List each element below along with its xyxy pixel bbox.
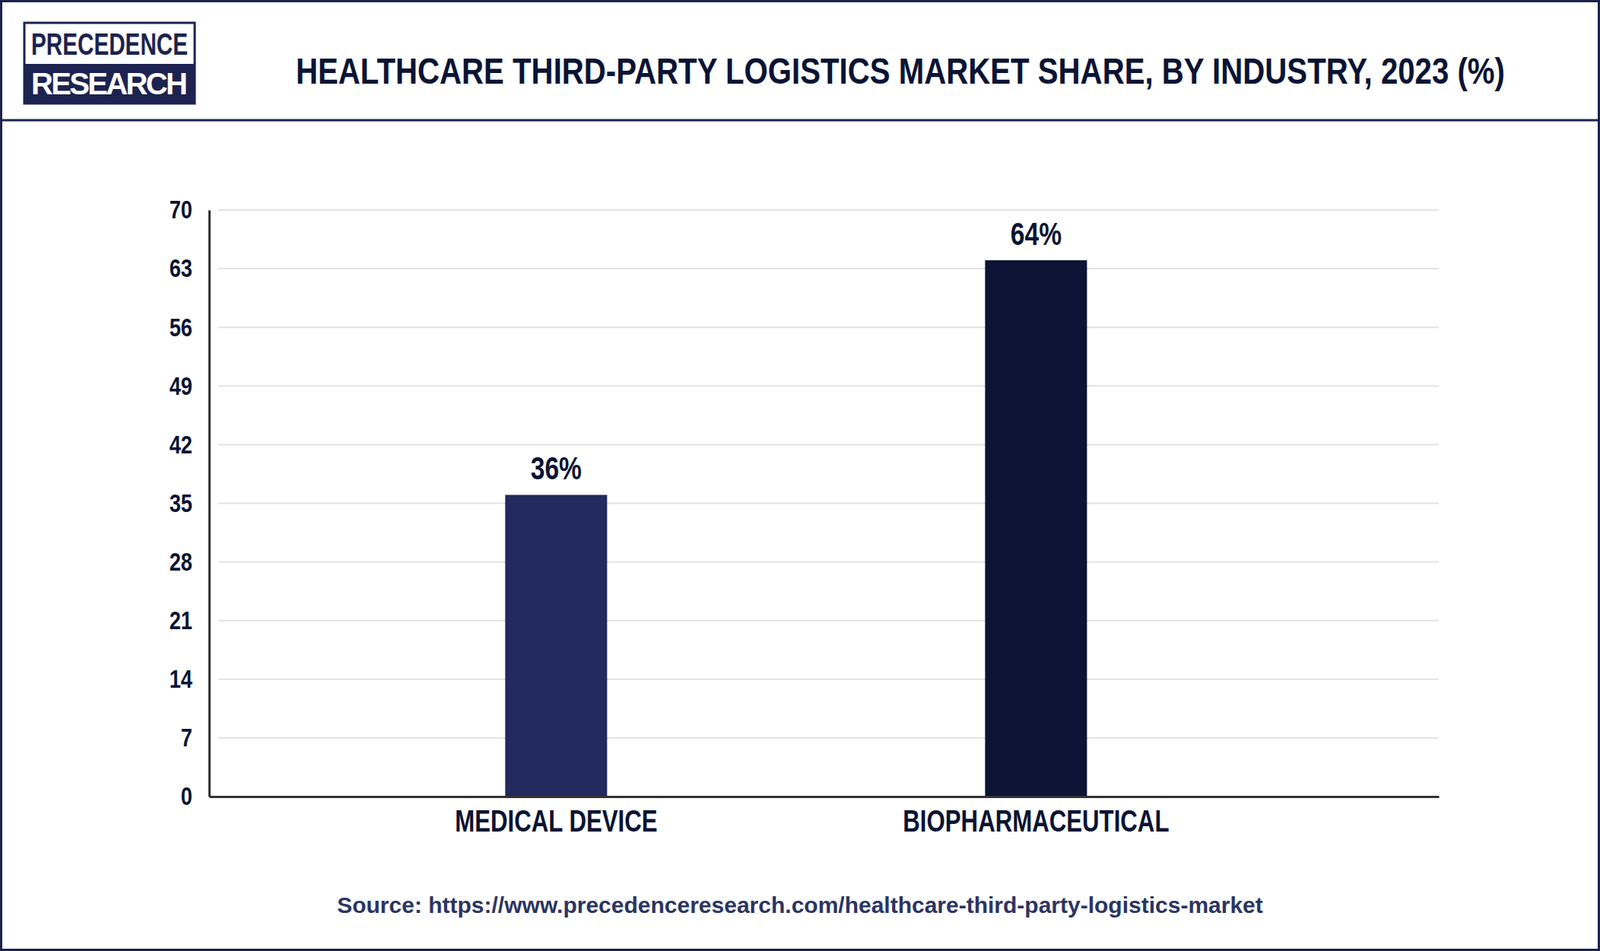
- bar: [504, 494, 607, 797]
- y-tick: 0: [180, 780, 210, 810]
- y-tick: 35: [169, 488, 210, 518]
- bar: [984, 260, 1087, 797]
- x-tick: MEDICAL DEVICE: [454, 796, 658, 838]
- grid-line: [218, 443, 1439, 445]
- logo-text: PRECEDENCE: [31, 27, 188, 61]
- grid-line: [218, 502, 1439, 505]
- logo-text: RESEARCH: [31, 66, 188, 101]
- y-tick-label: 42: [169, 429, 193, 459]
- y-tick-label: 0: [180, 780, 193, 810]
- header-divider: [0, 119, 1600, 122]
- y-tick-label: 70: [169, 194, 193, 224]
- y-tick: 70: [169, 194, 210, 224]
- title: HEALTHCARE THIRD-PARTY LOGISTICS MARKET …: [295, 50, 1505, 92]
- logo-band: [24, 63, 195, 104]
- y-tick-label: 35: [169, 488, 193, 518]
- y-tick-label: 21: [169, 605, 193, 635]
- y-tick-label: 7: [180, 722, 193, 752]
- y-tick: 56: [169, 312, 210, 342]
- y-axis-line: [208, 210, 211, 797]
- source: Source: https://www.precedenceresearch.c…: [336, 892, 1264, 918]
- grid-line: [218, 678, 1439, 680]
- x-axis-line: [209, 795, 1440, 798]
- y-tick: 21: [169, 605, 210, 635]
- grid-line: [218, 736, 1439, 739]
- grid-line: [218, 619, 1439, 622]
- y-tick-label: 28: [169, 546, 193, 576]
- frame: [1, 1, 1600, 950]
- chart: PRECEDENCE RESEARCH HEALTHCARE THIRD-PARTY…: [0, 0, 1600, 951]
- grid: [218, 209, 1439, 797]
- y-tick: 49: [169, 371, 210, 400]
- y-tick: 7: [180, 722, 210, 752]
- y-tick-label: 56: [169, 312, 193, 342]
- y-tick: 63: [169, 253, 210, 283]
- data-label: 36%: [530, 450, 582, 486]
- y-tick: 28: [169, 546, 210, 576]
- y-tick-label: 49: [169, 371, 193, 400]
- grid-line: [218, 267, 1439, 270]
- grid-line: [218, 209, 1439, 211]
- data-labels: 36% 64%: [530, 215, 1062, 486]
- x-tick: BIOPHARMACEUTICAL: [902, 796, 1169, 838]
- x-tick-label: BIOPHARMACEUTICAL: [902, 803, 1169, 838]
- grid-line: [218, 326, 1439, 328]
- data-label: 64%: [1010, 215, 1062, 252]
- y-tick-label: 14: [169, 663, 193, 693]
- bars: [504, 260, 1087, 797]
- logo: PRECEDENCE RESEARCH: [24, 22, 195, 104]
- grid-line: [218, 561, 1439, 563]
- x-tick-label: MEDICAL DEVICE: [454, 803, 658, 838]
- x-axis: MEDICAL DEVICE BIOPHARMACEUTICAL: [209, 796, 1440, 838]
- y-tick-label: 63: [169, 253, 193, 283]
- y-tick: 14: [169, 663, 210, 693]
- grid-line: [218, 384, 1439, 387]
- y-axis: 0 7 14 21 28 35 42 49 56 63 70: [169, 194, 210, 810]
- logo-box: [24, 22, 195, 104]
- y-tick: 42: [169, 429, 210, 459]
